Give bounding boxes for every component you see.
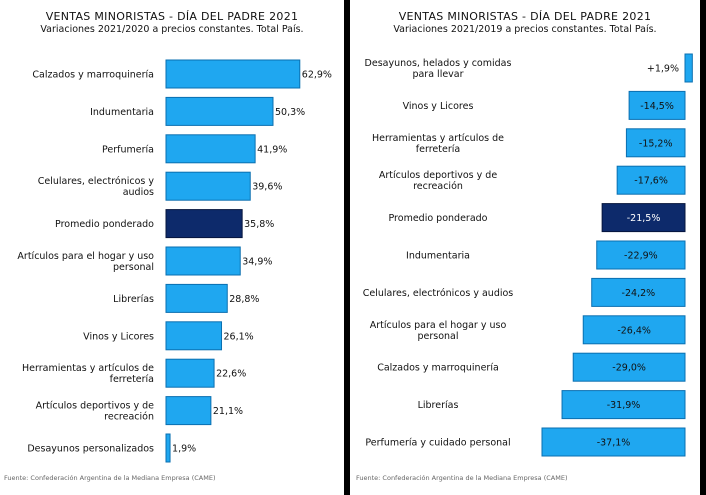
bar-left-2 [165, 134, 256, 164]
right-chart-subtitle: Variaciones 2021/2019 a precios constant… [393, 24, 657, 35]
value-label-left-10: 1,9% [172, 444, 196, 455]
value-label-left-1: 50,3% [275, 107, 305, 118]
left-bar-chart: Calzados y marroquinería 62,9% Indumentari… [17, 59, 332, 463]
value-label-left-6: 28,8% [229, 294, 259, 305]
bar-left-0 [165, 59, 301, 89]
bar-right-3 [616, 165, 686, 195]
bar-right-2 [625, 128, 686, 158]
bar-left-1 [165, 96, 274, 126]
category-label-left-5: personal [113, 262, 154, 273]
category-label-right-3: Artículos deportivos y de [379, 170, 497, 181]
value-label-right-9: -31,9% [607, 400, 641, 411]
bar-right-10 [541, 427, 686, 457]
category-label-right-4: Promedio ponderado [389, 213, 488, 224]
category-label-right-0: Desayunos, helados y comidas [365, 58, 512, 69]
category-label-left-10: Desayunos personalizados [27, 444, 154, 455]
value-label-right-3: -17,6% [634, 176, 668, 187]
bar-left-8 [165, 358, 215, 388]
category-label-left-9: recreación [104, 412, 154, 423]
bar-left-10 [165, 433, 171, 463]
category-label-left-6: Librerías [113, 294, 154, 305]
value-label-right-10: -37,1% [597, 438, 631, 449]
value-label-left-2: 41,9% [257, 144, 287, 155]
category-label-right-6: Celulares, electrónicos y audios [363, 288, 514, 299]
category-label-left-8: Herramientas y artículos de [22, 363, 154, 374]
right-border [700, 0, 706, 495]
right-chart-panel: VENTAS MINORISTAS - DÍA DEL PADRE 2021 V… [350, 0, 700, 495]
bar-right-4 [601, 203, 686, 233]
value-label-right-5: -22,9% [624, 251, 658, 262]
bar-right-7 [582, 315, 686, 345]
category-label-right-2: ferretería [416, 144, 460, 155]
value-label-right-8: -29,0% [612, 363, 646, 374]
right-chart-source: Fuente: Confederación Argentina de la Me… [356, 474, 568, 482]
value-label-left-8: 22,6% [216, 369, 246, 380]
value-label-right-6: -24,2% [622, 288, 656, 299]
bar-right-0 [684, 53, 693, 83]
value-label-right-1: -14,5% [640, 101, 674, 112]
category-label-right-7: Artículos para el hogar y uso [370, 320, 507, 331]
category-label-left-9: Artículos deportivos y de [36, 401, 154, 412]
category-label-left-3: Celulares, electrónicos y [38, 176, 155, 187]
left-chart-title: VENTAS MINORISTAS - DÍA DEL PADRE 2021 [45, 10, 299, 23]
category-label-left-2: Perfumería [102, 144, 154, 155]
category-label-right-7: personal [417, 331, 458, 342]
value-label-left-9: 21,1% [213, 406, 243, 417]
bar-left-7 [165, 321, 223, 351]
bar-right-9 [561, 390, 686, 420]
category-label-left-7: Vinos y Licores [83, 331, 154, 342]
category-label-right-0: para llevar [412, 69, 463, 80]
bar-right-8 [572, 352, 686, 382]
category-label-left-1: Indumentaria [90, 107, 154, 118]
category-label-right-3: recreación [413, 181, 463, 192]
category-label-right-1: Vinos y Licores [403, 101, 474, 112]
value-label-right-7: -26,4% [617, 325, 651, 336]
category-label-right-2: Herramientas y artículos de [372, 133, 504, 144]
category-label-left-4: Promedio ponderado [55, 219, 154, 230]
value-label-left-0: 62,9% [302, 70, 332, 81]
bar-left-4 [165, 209, 243, 239]
left-chart-source: Fuente: Confederación Argentina de la Me… [4, 474, 216, 482]
panel-divider [344, 0, 350, 495]
bar-right-5 [596, 240, 686, 270]
value-label-right-4: -21,5% [627, 213, 661, 224]
value-label-left-4: 35,8% [244, 219, 274, 230]
bar-left-9 [165, 396, 212, 426]
value-label-left-3: 39,6% [252, 182, 282, 193]
value-label-right-0: +1,9% [647, 64, 679, 75]
value-label-right-2: -15,2% [639, 138, 673, 149]
bar-left-3 [165, 171, 251, 201]
category-label-left-0: Calzados y marroquinería [32, 70, 154, 81]
right-chart-title: VENTAS MINORISTAS - DÍA DEL PADRE 2021 [398, 10, 652, 23]
category-label-right-10: Perfumería y cuidado personal [365, 438, 510, 449]
category-label-right-5: Indumentaria [406, 251, 470, 262]
left-chart-panel: VENTAS MINORISTAS - DÍA DEL PADRE 2021 V… [0, 0, 344, 495]
bar-left-5 [165, 246, 241, 276]
category-label-left-8: ferretería [110, 374, 154, 385]
category-label-right-9: Librerías [418, 400, 459, 411]
value-label-left-5: 34,9% [242, 257, 272, 268]
left-chart-subtitle: Variaciones 2021/2020 a precios constant… [40, 24, 304, 35]
category-label-left-5: Artículos para el hogar y uso [17, 251, 154, 262]
bar-right-1 [628, 90, 686, 120]
bar-right-6 [591, 277, 686, 307]
category-label-right-8: Calzados y marroquinería [377, 363, 499, 374]
category-label-left-3: audios [123, 187, 154, 198]
bar-left-6 [165, 283, 228, 313]
value-label-left-7: 26,1% [224, 331, 254, 342]
